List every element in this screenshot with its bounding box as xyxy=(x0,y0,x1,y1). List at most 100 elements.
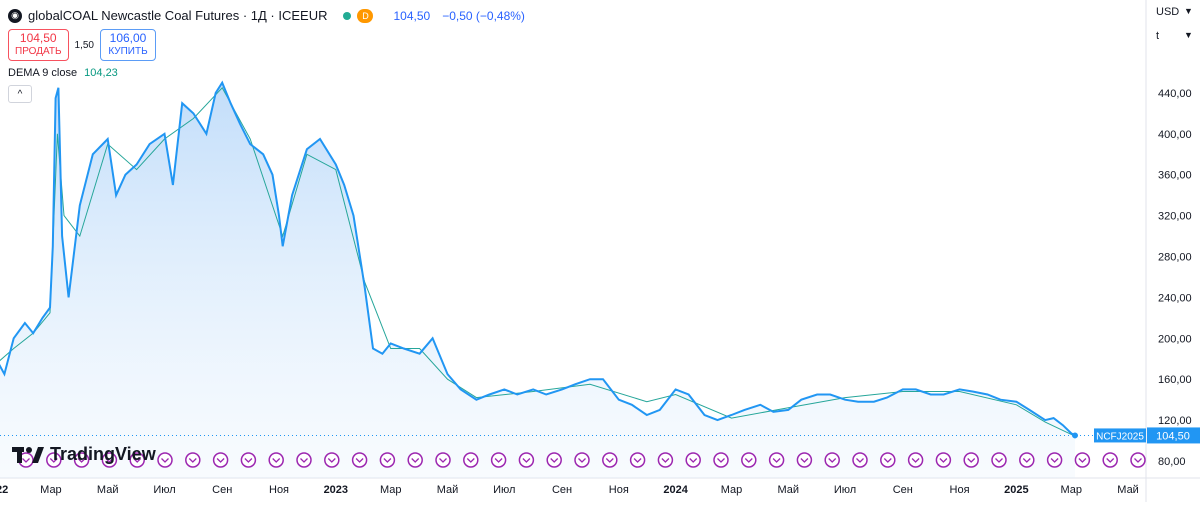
event-marker-icon[interactable] xyxy=(324,452,340,468)
event-arrow-icon xyxy=(355,458,364,463)
event-marker-icon[interactable] xyxy=(546,452,562,468)
event-marker-icon[interactable] xyxy=(657,452,674,468)
logo-text: TradingView xyxy=(50,444,156,464)
price-area-fill xyxy=(0,82,1075,478)
event-arrow-icon xyxy=(327,458,336,463)
symbol-label: NCFJ2025 xyxy=(1096,431,1144,442)
event-marker-icon[interactable] xyxy=(741,452,757,468)
event-marker-icon[interactable] xyxy=(685,452,701,468)
symbol-label-bg xyxy=(1094,428,1146,443)
event-marker-icon[interactable] xyxy=(713,452,729,468)
event-arrow-icon xyxy=(856,458,864,463)
event-arrow-icon xyxy=(244,458,253,463)
event-arrow-icon xyxy=(633,458,642,463)
event-marker-icon[interactable] xyxy=(880,452,896,468)
event-marker-icon[interactable] xyxy=(1074,452,1091,468)
x-tick-label: 2023 xyxy=(324,484,348,496)
event-marker-icon[interactable] xyxy=(101,452,118,468)
buy-button[interactable]: 106,00 КУПИТЬ xyxy=(100,29,156,61)
x-tick-label: Мар xyxy=(1061,484,1083,496)
x-tick-label: 2022 xyxy=(0,484,8,496)
sell-button[interactable]: 104,50 ПРОДАТЬ xyxy=(8,29,69,61)
sell-label: ПРОДАТЬ xyxy=(15,46,62,57)
event-marker-icon[interactable] xyxy=(1102,452,1118,468)
event-marker-icon[interactable] xyxy=(963,452,979,468)
x-tick-label: Июл xyxy=(153,484,175,496)
data-badge[interactable]: D xyxy=(357,8,374,23)
x-tick-label: Мар xyxy=(40,484,62,496)
event-marker-icon[interactable] xyxy=(351,452,368,468)
unit-selector[interactable]: t xyxy=(1156,30,1160,42)
event-marker-icon[interactable] xyxy=(602,452,618,468)
x-tick-label: 2025 xyxy=(1004,484,1028,496)
event-arrow-icon xyxy=(883,458,892,463)
event-arrow-icon xyxy=(995,458,1003,463)
event-marker-icon[interactable] xyxy=(796,452,813,468)
event-arrow-icon xyxy=(105,458,114,463)
price-change: −0,50 (−0,48%) xyxy=(442,8,525,23)
last-price-label-bg xyxy=(1147,427,1200,444)
event-marker-icon[interactable] xyxy=(629,452,646,468)
x-tick-label: Июл xyxy=(834,484,856,496)
event-arrow-icon xyxy=(772,458,781,463)
x-tick-label: Ноя xyxy=(609,484,629,496)
event-marker-icon[interactable] xyxy=(1130,452,1146,468)
chevron-up-icon: ^ xyxy=(17,88,23,100)
currency-selector[interactable]: USD xyxy=(1156,6,1180,18)
event-marker-icon[interactable] xyxy=(212,452,229,468)
event-marker-icon[interactable] xyxy=(379,452,396,468)
event-marker-icon[interactable] xyxy=(1046,452,1063,468)
y-tick-label: 320,00 xyxy=(1158,211,1192,223)
event-marker-icon[interactable] xyxy=(1019,452,1035,468)
event-marker-icon[interactable] xyxy=(157,452,173,468)
event-marker-icon[interactable] xyxy=(907,452,924,468)
indicator-value: 104,23 xyxy=(84,67,118,79)
event-marker-icon[interactable] xyxy=(407,452,423,468)
event-marker-icon[interactable] xyxy=(463,452,479,468)
chevron-down-icon[interactable]: ▼ xyxy=(1184,6,1193,16)
x-tick-label: Мар xyxy=(721,484,743,496)
event-marker-icon[interactable] xyxy=(574,452,590,468)
collapse-legend-button[interactable]: ^ xyxy=(8,85,32,103)
event-marker-icon[interactable] xyxy=(185,452,201,468)
tradingview-logo-icon xyxy=(12,446,44,463)
event-marker-icon[interactable] xyxy=(268,452,284,468)
event-marker-icon[interactable] xyxy=(824,452,840,468)
tradingview-logo[interactable]: TradingView xyxy=(12,444,156,465)
event-marker-icon[interactable] xyxy=(935,452,952,468)
event-marker-icon[interactable] xyxy=(296,452,312,468)
event-arrow-icon xyxy=(1078,458,1087,463)
event-arrow-icon xyxy=(939,458,948,463)
market-status-icon[interactable] xyxy=(343,11,352,20)
event-arrow-icon xyxy=(22,458,30,463)
symbol-title[interactable]: globalCOAL Newcastle Coal Futures · 1Д ·… xyxy=(28,8,328,23)
event-marker-icon[interactable] xyxy=(768,452,785,468)
event-arrow-icon xyxy=(272,458,281,463)
event-marker-icon[interactable] xyxy=(435,452,451,468)
event-marker-icon[interactable] xyxy=(129,452,145,468)
chevron-down-icon[interactable]: ▼ xyxy=(1184,30,1193,40)
last-price-dot xyxy=(1072,432,1079,439)
event-arrow-icon xyxy=(49,458,58,463)
y-tick-label: 400,00 xyxy=(1158,129,1192,141)
event-marker-icon[interactable] xyxy=(518,452,535,468)
event-arrow-icon xyxy=(188,458,197,463)
event-marker-icon[interactable] xyxy=(46,452,62,468)
event-marker-icon[interactable] xyxy=(73,452,90,468)
event-arrow-icon xyxy=(522,458,531,463)
price-scale-header: USD ▼ t ▼ xyxy=(1150,0,1200,50)
title-row: ◉ globalCOAL Newcastle Coal Futures · 1Д… xyxy=(8,8,525,23)
event-arrow-icon xyxy=(800,458,809,463)
event-marker-icon[interactable] xyxy=(490,452,507,468)
indicator-row[interactable]: DEMA 9 close 104,23 xyxy=(8,67,525,79)
price-line xyxy=(0,80,1076,437)
event-marker-icon[interactable] xyxy=(240,452,257,468)
y-tick-label: 120,00 xyxy=(1158,415,1192,427)
buy-label: КУПИТЬ xyxy=(108,46,148,57)
event-marker-icon[interactable] xyxy=(991,452,1007,468)
spread-value: 1,50 xyxy=(74,39,94,51)
y-tick-label: 240,00 xyxy=(1158,292,1192,304)
event-marker-icon[interactable] xyxy=(852,452,868,468)
